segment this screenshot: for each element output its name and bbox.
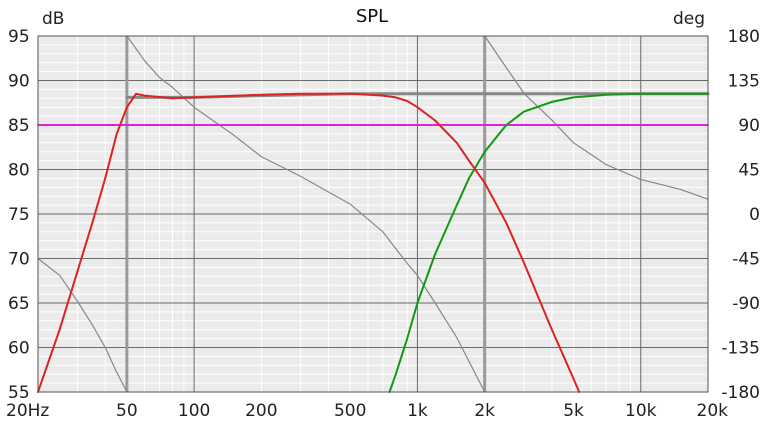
series-line <box>37 92 581 393</box>
right-tick-label: 135 <box>728 72 760 92</box>
left-tick-label: 60 <box>8 339 30 359</box>
chart-title: SPL <box>356 6 388 27</box>
x-tick-label: 1k <box>407 401 428 421</box>
left-tick-label: 75 <box>8 205 30 225</box>
x-axis-ticks: 20Hz 50 100 200 500 1k 2k 5k 10k 20k <box>6 401 728 421</box>
x-tick-label: 10k <box>625 401 657 421</box>
x-tick-label: 20Hz <box>6 401 49 421</box>
right-tick-label: 45 <box>738 161 760 181</box>
left-tick-label: 95 <box>8 27 30 47</box>
series-line <box>484 35 709 200</box>
plot-frame <box>37 35 709 393</box>
grid <box>38 36 708 392</box>
x-tick-label: 20k <box>697 401 729 421</box>
left-tick-label: 85 <box>8 116 30 136</box>
right-tick-label: -45 <box>732 250 760 270</box>
x-tick-label: 200 <box>245 401 277 421</box>
series-layer <box>37 35 710 393</box>
right-tick-label: -90 <box>732 294 760 314</box>
x-tick-label: 500 <box>334 401 366 421</box>
right-tick-label: 90 <box>738 116 760 136</box>
right-tick-label: 0 <box>749 205 760 225</box>
right-axis-unit-label: deg <box>673 9 705 29</box>
left-tick-label: 90 <box>8 72 30 92</box>
right-tick-label: -135 <box>721 339 760 359</box>
series-line <box>126 35 486 393</box>
left-tick-label: 55 <box>8 383 30 403</box>
left-axis-unit-label: dB <box>42 9 64 29</box>
x-tick-label: 2k <box>474 401 495 421</box>
left-tick-label: 80 <box>8 161 30 181</box>
right-tick-label: -180 <box>721 383 760 403</box>
left-axis-ticks: 95 90 85 80 75 70 65 60 55 <box>8 27 30 403</box>
right-tick-label: 180 <box>728 27 760 47</box>
x-tick-label: 5k <box>563 401 584 421</box>
x-tick-label: 100 <box>178 401 210 421</box>
left-tick-label: 65 <box>8 294 30 314</box>
left-tick-label: 70 <box>8 250 30 270</box>
series-line <box>388 92 709 393</box>
right-axis-ticks: 180 135 90 45 0 -45 -90 -135 -180 <box>721 27 760 403</box>
x-tick-label: 50 <box>116 401 138 421</box>
series-line <box>37 257 128 393</box>
